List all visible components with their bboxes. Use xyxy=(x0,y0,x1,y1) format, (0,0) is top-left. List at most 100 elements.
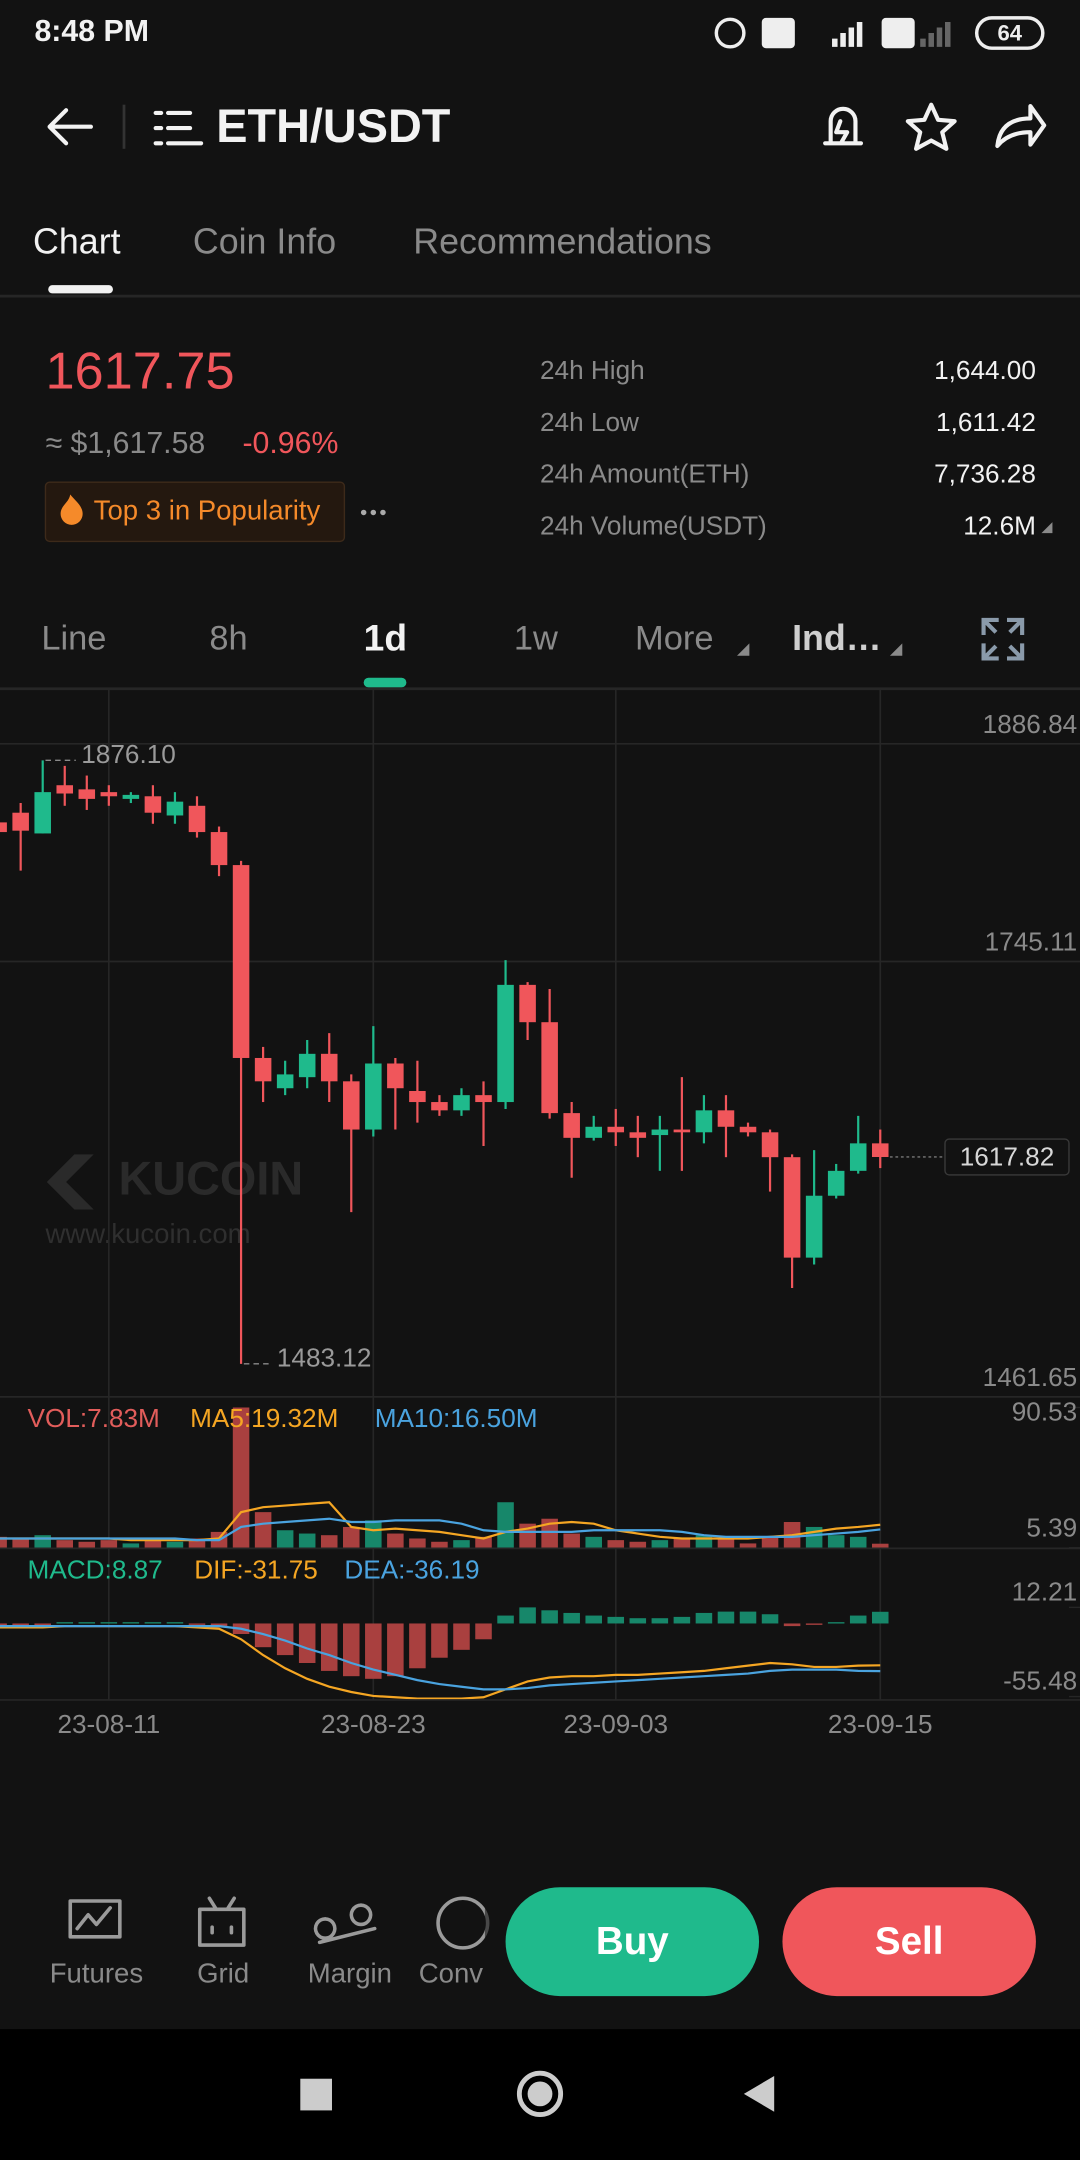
candle-body xyxy=(78,789,96,799)
share-button[interactable] xyxy=(995,104,1047,149)
last-price: 1617.75 xyxy=(45,343,234,401)
volume-bar xyxy=(585,1536,602,1549)
interval-indicator xyxy=(363,677,407,688)
legend-entry: MACD:8.87 xyxy=(28,1555,163,1585)
price-change: -0.96% xyxy=(242,427,338,460)
legend-entry: DEA:-36.19 xyxy=(344,1555,479,1585)
nav-item[interactable]: Margin xyxy=(308,1958,392,1989)
candle-body xyxy=(232,865,250,1058)
y-tick-label: -55.48 xyxy=(1003,1666,1077,1696)
macd-bar xyxy=(166,1622,184,1624)
candle-body xyxy=(409,1090,426,1103)
candle-body xyxy=(805,1195,823,1258)
macd-bar xyxy=(387,1623,404,1677)
stat-label: 24h Volume(USDT) xyxy=(540,511,767,541)
volume-bar xyxy=(431,1541,448,1549)
low-label: 1483.12 xyxy=(277,1343,372,1373)
volume-bar xyxy=(0,1536,7,1549)
macd-bar xyxy=(298,1623,316,1664)
candle-body xyxy=(497,984,514,1103)
favorite-button[interactable] xyxy=(905,102,957,151)
popularity-badge[interactable] xyxy=(44,481,346,543)
indicators[interactable]: Ind… xyxy=(792,618,881,658)
macd-bar xyxy=(783,1623,801,1627)
last-price-label: 1617.82 xyxy=(960,1141,1055,1171)
legend-entry: DIF:-31.75 xyxy=(194,1555,318,1585)
tab[interactable]: Recommendations xyxy=(413,221,711,261)
candle-body xyxy=(34,792,51,834)
candle-body xyxy=(453,1095,470,1111)
candle-body xyxy=(276,1074,294,1089)
macd-bar xyxy=(849,1615,867,1624)
macd-bar xyxy=(144,1622,162,1624)
nav-item[interactable]: Futures xyxy=(50,1958,143,1989)
volume-bar xyxy=(78,1541,96,1549)
volume-bar xyxy=(188,1538,206,1549)
candle-body xyxy=(320,1053,338,1082)
candle-body xyxy=(144,796,162,813)
volume-bar xyxy=(563,1533,580,1549)
macd-bar xyxy=(563,1612,580,1624)
x-tick-label: 23-08-23 xyxy=(321,1709,426,1739)
battery-level: 64 xyxy=(997,20,1022,45)
volume-bar xyxy=(122,1543,140,1549)
macd-bar xyxy=(761,1614,779,1624)
interval[interactable]: Line xyxy=(41,620,106,658)
back-button[interactable] xyxy=(47,108,93,146)
nav-item[interactable]: Grid xyxy=(197,1958,249,1989)
volume-bar xyxy=(34,1535,51,1549)
tab-indicator xyxy=(48,285,113,294)
candle-body xyxy=(849,1143,867,1171)
volume-bar xyxy=(298,1533,316,1549)
macd-bar xyxy=(519,1607,536,1624)
macd-bar xyxy=(122,1622,140,1624)
macd-bar xyxy=(453,1623,470,1650)
y-tick-label: 1886.84 xyxy=(983,709,1078,739)
macd-bar xyxy=(871,1611,889,1624)
interval[interactable]: 1d xyxy=(364,616,407,658)
interval[interactable]: 8h xyxy=(209,620,247,658)
volume-bar xyxy=(343,1526,360,1549)
alert-button[interactable] xyxy=(823,106,864,146)
volume-bar xyxy=(453,1540,470,1549)
watermark-brand: KUCOIN xyxy=(118,1152,303,1204)
macd-bar xyxy=(673,1616,691,1624)
candle-body xyxy=(695,1110,713,1133)
recents-button[interactable] xyxy=(300,2078,332,2111)
home-button[interactable] xyxy=(516,2070,564,2117)
volume-bar xyxy=(365,1520,382,1549)
tab[interactable]: Chart xyxy=(33,221,121,261)
x-tick-label: 23-09-15 xyxy=(828,1709,933,1739)
watermark-logo xyxy=(46,1154,94,1210)
more-dots[interactable] xyxy=(360,509,386,516)
tab[interactable]: Coin Info xyxy=(193,221,336,261)
candle-body xyxy=(100,792,118,797)
candle-body xyxy=(761,1132,779,1158)
menu-icon[interactable] xyxy=(153,110,204,146)
volume-bar xyxy=(254,1512,272,1549)
candle-body xyxy=(717,1110,735,1127)
volume-bar xyxy=(871,1543,889,1549)
macd-bar xyxy=(320,1623,338,1671)
buy-button[interactable] xyxy=(505,1887,760,1997)
candle-body xyxy=(871,1143,889,1157)
candle-body xyxy=(739,1126,757,1133)
macd-bar xyxy=(651,1618,669,1624)
volume-bar xyxy=(387,1533,404,1549)
interval[interactable]: 1w xyxy=(514,620,558,658)
stat-label: 24h High xyxy=(540,355,645,385)
volume-bar xyxy=(827,1535,845,1549)
sell-button[interactable] xyxy=(782,1887,1036,1997)
back-nav-button[interactable] xyxy=(743,2075,775,2112)
macd-bar xyxy=(254,1623,272,1648)
nav-item[interactable]: Conv xyxy=(419,1958,484,1989)
stat-value: 7,736.28 xyxy=(934,459,1036,489)
fullscreen-button[interactable] xyxy=(981,617,1025,661)
volume-bar xyxy=(497,1502,514,1549)
interval[interactable]: More xyxy=(635,620,713,658)
candle-body xyxy=(629,1132,647,1138)
candle-body xyxy=(475,1095,492,1103)
macd-bar xyxy=(188,1623,206,1625)
